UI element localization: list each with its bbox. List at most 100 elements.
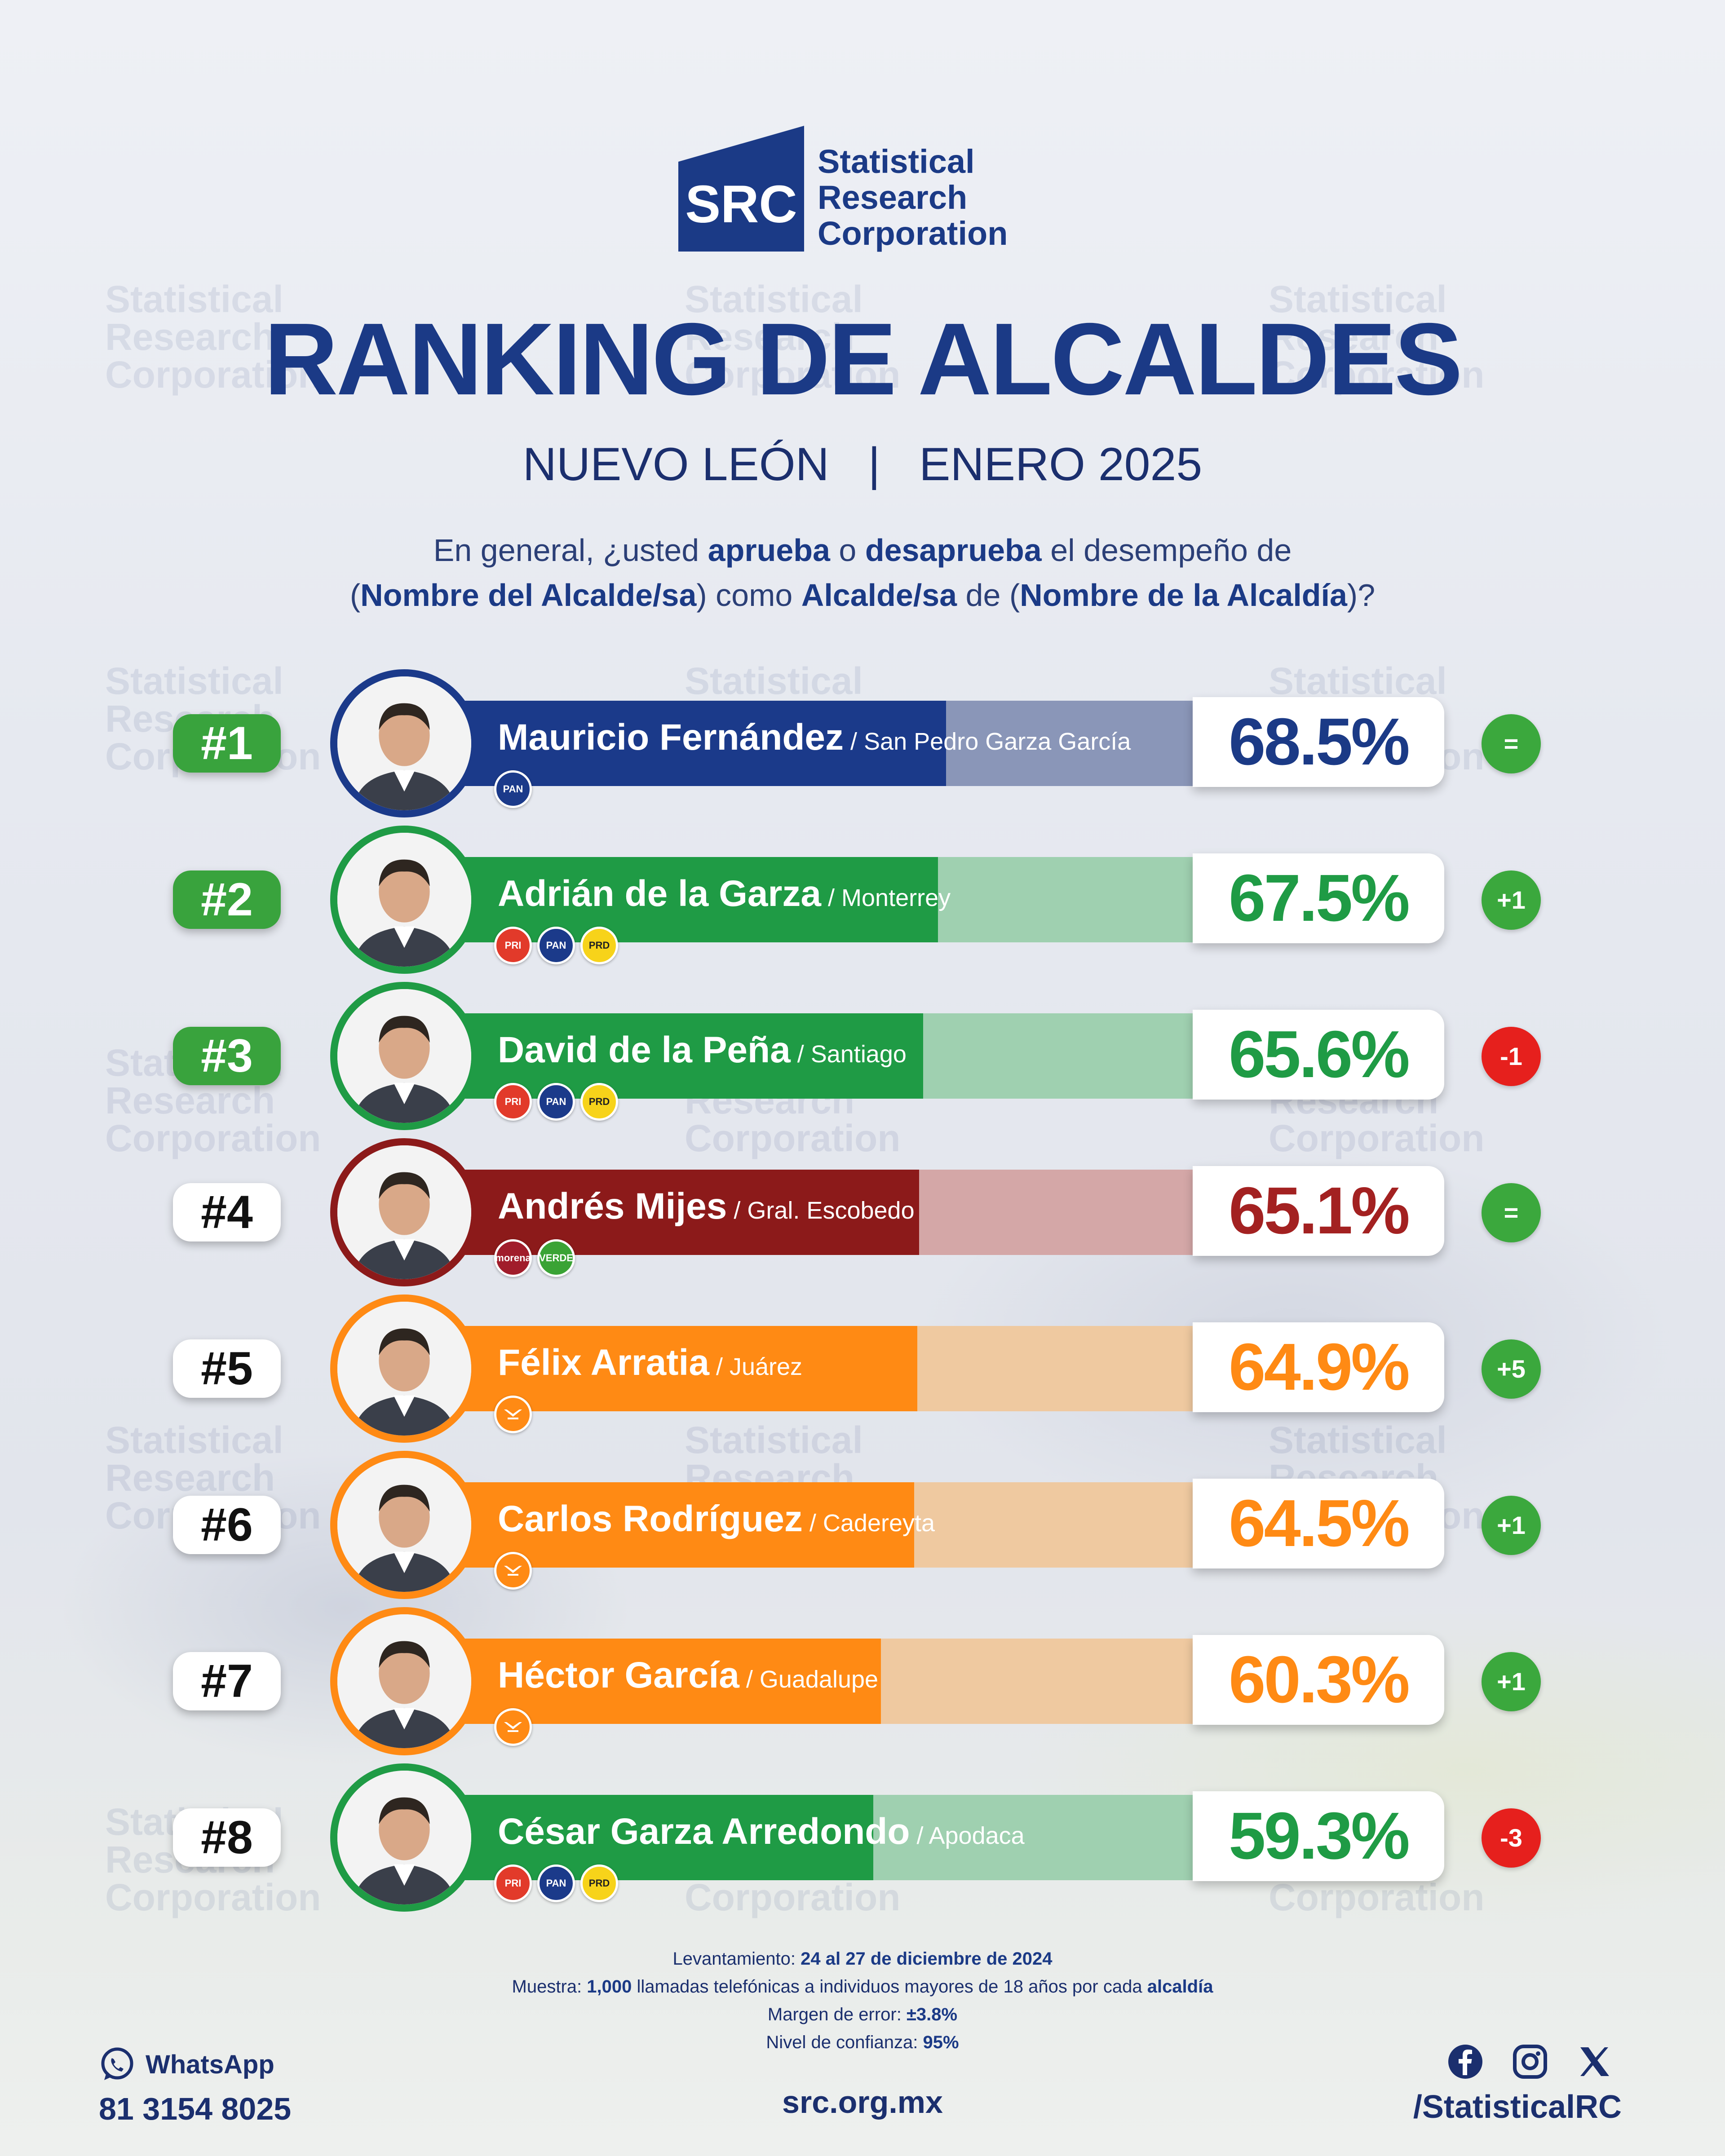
logo-line: Research	[818, 179, 968, 216]
mayor-label: César Garza Arredondo / Apodaca	[498, 1805, 1025, 1859]
methodology-text: alcaldía	[1147, 1977, 1213, 1997]
methodology-text: Levantamiento:	[672, 1949, 801, 1969]
phone-number[interactable]: 81 3154 8025	[99, 2091, 292, 2126]
methodology-text: 24 al 27 de diciembre de 2024	[801, 1949, 1053, 1969]
page-title: RANKING DE ALCALDES	[264, 302, 1463, 416]
website-link[interactable]: src.org.mx	[782, 2085, 943, 2120]
bar-remainder	[917, 1326, 1195, 1411]
mayor-name: Félix Arratia	[498, 1342, 709, 1383]
methodology-text: 95%	[923, 2032, 959, 2052]
party-logo-mc	[494, 1708, 532, 1746]
methodology-line-1: Levantamiento: 24 al 27 de diciembre de …	[0, 1945, 1725, 1973]
methodology-text: Margen de error:	[767, 2005, 907, 2024]
methodology-line-3: Margen de error: ±3.8%	[0, 2001, 1725, 2028]
question-line-1: En general, ¿usted aprueba o desaprueba …	[0, 528, 1725, 573]
question-text: o	[830, 533, 865, 568]
facebook-icon[interactable]	[1447, 2044, 1483, 2080]
municipality-name: / Apodaca	[910, 1822, 1025, 1849]
src-logo-mark-text: SRC	[685, 175, 797, 234]
methodology: Levantamiento: 24 al 27 de diciembre de …	[0, 1945, 1725, 2056]
mayor-name: Mauricio Fernández	[498, 717, 844, 758]
rank-badge: #3	[173, 1027, 281, 1085]
bar	[404, 1482, 914, 1568]
methodology-text: ±3.8%	[906, 2005, 958, 2024]
avatar	[330, 1451, 478, 1599]
rank-change-badge: +1	[1482, 1652, 1541, 1711]
avatar	[330, 826, 478, 974]
rank-badge: #1	[173, 714, 281, 773]
avatar	[330, 1138, 478, 1286]
mayor-name: David de la Peña	[498, 1029, 791, 1070]
mayor-label: Adrián de la Garza / Monterrey	[498, 867, 951, 921]
bar-track	[404, 857, 1195, 942]
x-icon[interactable]	[1577, 2044, 1613, 2080]
rank-badge: #7	[173, 1652, 281, 1710]
party-logos: morena VERDE	[494, 1239, 575, 1277]
src-logo-mark: SRC	[678, 126, 804, 252]
mayor-name: Andrés Mijes	[498, 1186, 727, 1227]
party-logo-pri: PRI	[494, 1083, 532, 1121]
whatsapp-label: WhatsApp	[146, 2050, 274, 2079]
instagram-icon[interactable]	[1512, 2044, 1548, 2080]
mayor-name: Carlos Rodríguez	[498, 1498, 803, 1539]
party-logo-prd: PRD	[580, 927, 618, 964]
party-logo-verde: VERDE	[537, 1239, 575, 1277]
survey-question: En general, ¿usted aprueba o desaprueba …	[0, 528, 1725, 618]
page-subtitle: NUEVO LEÓN | ENERO 2025	[522, 438, 1203, 490]
bar-track	[404, 1170, 1195, 1255]
municipality-name: / Monterrey	[821, 884, 951, 911]
question-text: desaprueba	[865, 533, 1042, 568]
party-logos	[494, 1708, 532, 1746]
rank-change-badge: =	[1482, 714, 1541, 773]
bar	[404, 1795, 873, 1880]
party-logos: PRI PAN PRD	[494, 1083, 618, 1121]
municipality-name: / Cadereyta	[802, 1510, 935, 1537]
party-logos: PRI PAN PRD	[494, 1864, 618, 1902]
whatsapp-contact[interactable]: WhatsApp 81 3154 8025	[99, 2046, 291, 2127]
bar	[404, 1013, 923, 1099]
mayor-label: Mauricio Fernández / San Pedro Garza Gar…	[498, 711, 1131, 764]
question-text: Alcalde/sa	[801, 578, 957, 613]
methodology-line-2: Muestra: 1,000 llamadas telefónicas a in…	[0, 1973, 1725, 2001]
question-text: En general, ¿usted	[433, 533, 708, 568]
rank-change-badge: +5	[1482, 1339, 1541, 1399]
party-logo-pan: PAN	[537, 1083, 575, 1121]
approval-value: 65.6%	[1193, 1010, 1444, 1100]
rank-change-badge: -1	[1482, 1027, 1541, 1086]
bar-track	[404, 1013, 1195, 1099]
party-logos	[494, 1396, 532, 1433]
whatsapp-icon	[101, 2047, 133, 2080]
mayor-name: Adrián de la Garza	[498, 873, 822, 914]
methodology-text: Nivel de confianza:	[766, 2032, 923, 2052]
methodology-text: 1,000	[587, 1977, 632, 1997]
bar	[404, 857, 938, 942]
bar-track	[404, 1639, 1195, 1724]
mayor-label: Héctor García / Guadalupe	[498, 1648, 878, 1702]
ranking-row: #7 Héctor García / Guadalupe 60.3% +1	[0, 1607, 1725, 1760]
question-text: ) como	[696, 578, 801, 613]
municipality-name: / Gral. Escobedo	[727, 1197, 915, 1224]
rank-badge: #8	[173, 1808, 281, 1867]
bar-track	[404, 1326, 1195, 1411]
municipality-name: / Juárez	[709, 1353, 803, 1380]
bar-track	[404, 1482, 1195, 1568]
question-text: (	[349, 578, 361, 613]
mayor-label: Félix Arratia / Juárez	[498, 1336, 802, 1390]
avatar	[330, 1607, 478, 1755]
bar	[404, 701, 946, 786]
bar-remainder	[938, 857, 1195, 942]
question-line-2: (Nombre del Alcalde/sa) como Alcalde/sa …	[0, 573, 1725, 618]
party-logo-pri: PRI	[494, 1864, 532, 1902]
party-logo-prd: PRD	[580, 1864, 618, 1902]
bar-track	[404, 1795, 1195, 1880]
avatar	[330, 1294, 478, 1443]
rank-badge: #6	[173, 1496, 281, 1554]
ranking-row: #5 Félix Arratia / Juárez 64.9% +5	[0, 1294, 1725, 1447]
question-text: aprueba	[708, 533, 830, 568]
approval-value: 64.5%	[1193, 1479, 1444, 1568]
social-handle[interactable]: /StatisticalRC	[1413, 2089, 1622, 2125]
rank-badge: #4	[173, 1183, 281, 1241]
rank-change-badge: +1	[1482, 870, 1541, 930]
methodology-line-4: Nivel de confianza: 95%	[0, 2028, 1725, 2056]
avatar	[330, 1763, 478, 1912]
